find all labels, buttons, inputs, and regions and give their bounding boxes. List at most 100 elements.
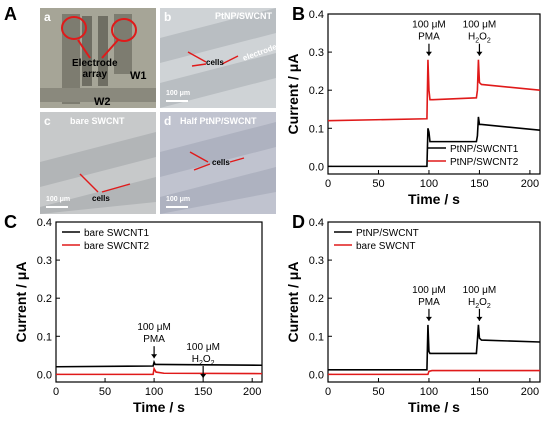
chart-c-annotation-conc: 100 μM [186, 342, 220, 353]
electrode-array-label: Electrode array [72, 58, 118, 80]
chart-d-annotation-conc: 100 μM [412, 285, 446, 296]
micrograph-d-title: Half PtNP/SWCNT [180, 116, 257, 126]
chart-b-x-tick-label: 0 [325, 178, 331, 190]
chart-c-annotation-agent: H2O2 [192, 354, 215, 367]
chart-d-legend-label: PtNP/SWCNT [356, 228, 419, 239]
micrograph-d-scale: 100 μm [166, 196, 191, 203]
chart-b: 0 50 100 150 200 0.0 0.1 0.2 0.3 0.4 Time / s Curre… [286, 9, 541, 207]
micrograph-c-title: bare SWCNT [70, 116, 125, 126]
micrograph-tag-d: d [164, 114, 172, 128]
chart-d-y-tick-label: 0.4 [309, 217, 324, 229]
chart-d-x-tick-label: 100 [420, 386, 438, 398]
chart-b-y-tick-label: 0.0 [309, 161, 324, 173]
chart-d-x-tick-label: 50 [372, 386, 384, 398]
micrograph-b: b PtNP/SWCNT cells electrode 100 μm [160, 8, 276, 108]
chart-c-y-tick-label: 0.2 [37, 293, 52, 305]
chart-c-x-tick-label: 0 [53, 386, 59, 398]
panel-label-a: A [4, 4, 17, 24]
chart-b-x-tick-label: 50 [372, 178, 384, 190]
micrograph-d-texture [160, 122, 276, 214]
chart-d-x-axis-label: Time / s [408, 399, 460, 415]
chart-b-plot-frame [327, 13, 541, 175]
chart-c-legend-label: bare SWCNT2 [84, 241, 149, 252]
w2-label: W2 [94, 96, 111, 108]
chart-c-annotation-conc: 100 μM [137, 322, 171, 333]
micrograph-d: d Half PtNP/SWCNT cells 100 μm [160, 112, 276, 214]
chart-c-y-tick-label: 0.1 [37, 331, 52, 343]
chart-c-x-tick-label: 150 [194, 386, 212, 398]
micrograph-a: a Electrode array W1 W2 [40, 8, 156, 108]
chart-d-annotation-arrowhead [476, 316, 483, 321]
chart-b-legend-label: PtNP/SWCNT2 [450, 157, 519, 168]
chart-c-annotation-arrowhead [200, 374, 207, 378]
chart-d-series-line-1 [328, 324, 541, 371]
micrograph-b-title: PtNP/SWCNT [215, 11, 272, 21]
micrograph-c-scale: 100 μm [46, 196, 71, 203]
chart-b-annotation-agent: H2O2 [468, 32, 491, 45]
micrograph-b-scale: 100 μm [166, 90, 191, 97]
chart-d-x-tick-label: 150 [470, 386, 488, 398]
panel-label-d: D [292, 212, 305, 232]
micrograph-tag-b: b [164, 10, 172, 24]
chart-b-y-tick-label: 0.4 [309, 9, 324, 21]
micrograph-b-texture [160, 8, 276, 108]
chart-d-annotation-agent: PMA [418, 297, 440, 308]
chart-b-annotation-arrowhead [476, 51, 483, 56]
panel-label-b: B [292, 4, 305, 24]
chart-c-legend-label: bare SWCNT1 [84, 228, 149, 239]
chart-c-x-axis-label: Time / s [133, 399, 185, 415]
chart-c-y-tick-label: 0.0 [37, 369, 52, 381]
chart-b-y-tick-label: 0.3 [309, 47, 324, 59]
chart-b-x-axis-label: Time / s [408, 191, 460, 207]
chart-c: 0 50 100 150 200 0.0 0.1 0.2 0.3 0.4 Time / s Curre… [13, 217, 263, 415]
chart-c-x-tick-label: 100 [145, 386, 163, 398]
chart-c-plot-frame [55, 221, 263, 383]
chart-c-x-tick-label: 50 [99, 386, 111, 398]
chart-d-y-tick-label: 0.1 [309, 331, 324, 343]
micrograph-c-cells: cells [92, 194, 110, 203]
chart-b-series-line-1 [328, 116, 541, 168]
chart-d-y-axis-label: Current / μA [286, 262, 301, 343]
chart-d-series-line-2 [328, 369, 540, 376]
chart-b-series-line-2 [327, 59, 541, 122]
panel-label-c: C [4, 212, 17, 232]
chart-c-x-tick-label: 200 [243, 386, 261, 398]
chart-b-y-tick-label: 0.2 [309, 85, 324, 97]
chart-c-y-axis-label: Current / μA [13, 262, 29, 343]
w1-label: W1 [130, 70, 147, 82]
chart-d-annotation-agent: H2O2 [468, 297, 491, 310]
chart-c-annotation-agent: PMA [143, 334, 165, 345]
chart-d-x-tick-label: 200 [521, 386, 539, 398]
chart-d-legend-label: bare SWCNT [356, 241, 415, 252]
chart-b-y-tick-label: 0.1 [309, 123, 324, 135]
micrograph-tag-c: c [44, 114, 51, 128]
chart-c-y-tick-label: 0.4 [37, 217, 52, 229]
chart-b-x-tick-label: 150 [470, 178, 488, 190]
chart-d-annotation-arrowhead [425, 316, 432, 321]
micrograph-tag-a: a [44, 10, 51, 24]
micrograph-c-texture [40, 132, 156, 214]
electrode-array-drawing [40, 14, 156, 104]
chart-c-y-tick-label: 0.3 [37, 255, 52, 267]
chart-d-y-tick-label: 0.0 [309, 369, 324, 381]
micrograph-d-cells: cells [212, 158, 230, 167]
chart-d-y-tick-label: 0.2 [309, 293, 324, 305]
micrograph-c: c bare SWCNT cells 100 μm [40, 112, 156, 214]
chart-b-y-axis-label: Current / μA [286, 54, 301, 135]
chart-c-annotation-arrowhead [151, 354, 158, 359]
chart-b-x-tick-label: 100 [420, 178, 438, 190]
chart-d-x-tick-label: 0 [325, 386, 331, 398]
chart-d-annotation-conc: 100 μM [463, 285, 497, 296]
chart-d-plot-frame [327, 221, 541, 383]
chart-b-annotation-conc: 100 μM [412, 20, 446, 31]
chart-b-annotation-conc: 100 μM [463, 20, 497, 31]
chart-c-series-line-2 [56, 366, 263, 376]
chart-b-legend-label: PtNP/SWCNT1 [450, 144, 519, 155]
chart-c-series-line-1 [55, 359, 263, 368]
chart-b-x-tick-label: 200 [521, 178, 539, 190]
micrograph-panel: a Electrode array W1 W2 b PtNP/SWCNT cel… [40, 8, 276, 214]
chart-b-annotation-arrowhead [425, 51, 432, 56]
micrograph-b-cells: cells [206, 58, 224, 67]
chart-b-annotation-agent: PMA [418, 32, 440, 43]
chart-d: 0 50 100 150 200 0.0 0.1 0.2 0.3 0.4 Time / s Curre… [286, 217, 541, 415]
